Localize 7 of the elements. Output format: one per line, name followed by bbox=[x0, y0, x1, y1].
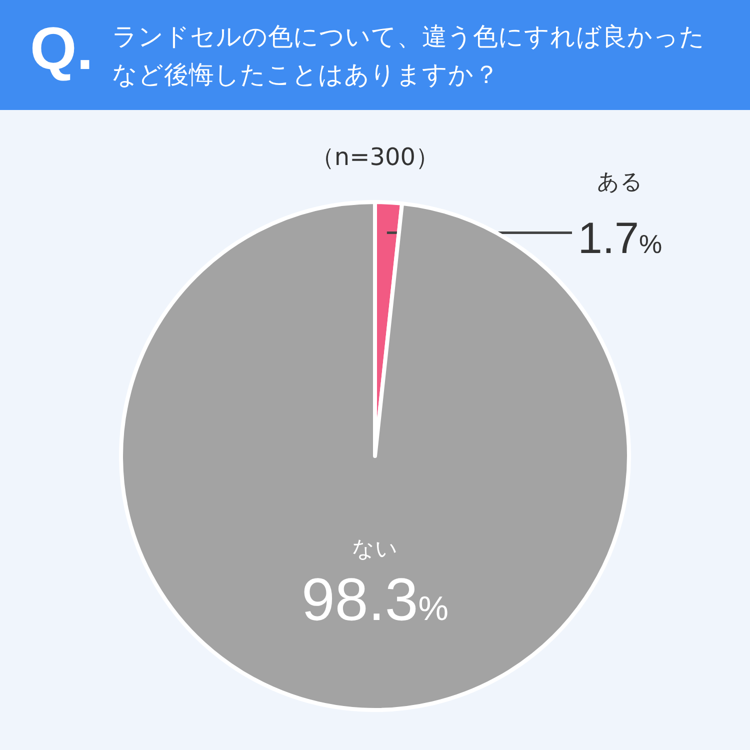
data-label: 98.3% bbox=[301, 566, 449, 634]
data-label: 1.7% bbox=[578, 214, 662, 263]
chart-subtitle: （n=300） bbox=[310, 143, 440, 171]
slice-label: ない bbox=[352, 537, 398, 562]
slice-label: ある bbox=[597, 170, 643, 195]
text: Q. bbox=[30, 14, 94, 83]
chart-title: ランドセルの色について、違う色にすれば良かったなど後悔したことはありますか？ bbox=[112, 21, 706, 91]
